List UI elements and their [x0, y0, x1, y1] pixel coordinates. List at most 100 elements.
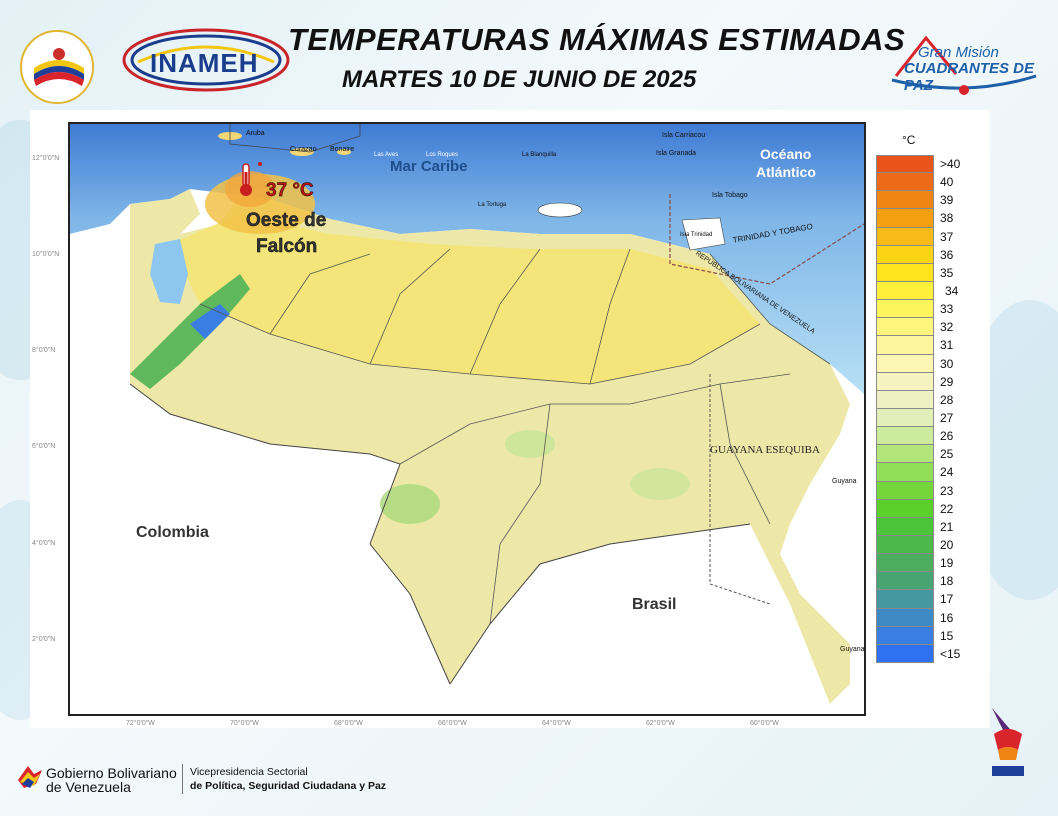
highlight-line1: Oeste de	[246, 210, 327, 231]
footer-vice-line2: de Política, Seguridad Ciudadana y Paz	[190, 780, 387, 792]
footer-divider	[182, 764, 183, 794]
lon-label: 64°0'0"W	[542, 720, 571, 727]
island-aruba: Aruba	[246, 130, 265, 137]
legend-swatch	[876, 481, 934, 500]
legend-swatch	[876, 427, 934, 446]
footer-gobierno-line2: de Venezuela	[46, 779, 131, 795]
legend-label: 35	[940, 265, 954, 280]
legend-swatch	[876, 590, 934, 609]
lat-label: 12°0'0"N	[32, 155, 60, 162]
page-date: MARTES 10 DE JUNIO DE 2025	[342, 66, 697, 93]
legend-swatch	[876, 281, 934, 301]
legend-label: 31	[940, 338, 954, 353]
legend-label: 39	[940, 193, 954, 208]
island-la-blanquilla: La Blanquilla	[522, 152, 557, 158]
island-curazao: Curazao	[290, 146, 317, 153]
legend-swatch	[876, 173, 934, 192]
legend-label: 34	[945, 283, 959, 298]
sea-label-atlantic-1: Océano	[760, 146, 812, 162]
country-guayana-esequiba: GUAYANA ESEQUIBA	[710, 444, 820, 456]
highlight-line2: Falcón	[256, 236, 318, 257]
island-trinidad: Isla Trinidad	[680, 232, 713, 238]
lon-label: 70°0'0"W	[230, 720, 259, 727]
legend-swatch	[876, 155, 934, 174]
legend-label: >40	[940, 157, 961, 171]
island-granada: Isla Granada	[656, 150, 697, 157]
map-frame: 37 °C Oeste de Falcón Mar Caribe Océano …	[68, 122, 866, 716]
temperature-map	[70, 124, 864, 714]
guyana-label-north: Guyana	[832, 478, 857, 485]
legend-label: 24	[940, 465, 954, 480]
legend-label: 22	[940, 501, 954, 516]
legend-swatch	[876, 572, 934, 591]
legend-label: 27	[940, 410, 954, 425]
gobierno-logo-icon	[18, 766, 42, 788]
legend-label: 25	[940, 447, 954, 462]
lat-label: 4°0'0"N	[32, 540, 56, 547]
lat-label: 10°0'0"N	[32, 251, 60, 258]
legend-color-bar	[876, 155, 934, 663]
lon-label: 66°0'0"W	[438, 720, 467, 727]
legend-label: 23	[940, 483, 954, 498]
legend-swatch	[876, 499, 934, 518]
legend-label: 16	[940, 610, 954, 625]
sea-label-caribbean: Mar Caribe	[390, 158, 468, 175]
legend-label: 29	[940, 374, 954, 389]
country-brasil: Brasil	[632, 596, 677, 613]
legend-swatch	[876, 209, 934, 228]
legend-label: 33	[940, 302, 954, 317]
lat-label: 2°0'0"N	[32, 636, 56, 643]
legend-unit: °C	[902, 133, 916, 147]
country-colombia: Colombia	[136, 524, 209, 541]
footer-gobierno-line1: Gobierno Bolivariano	[46, 765, 177, 781]
legend-label: 36	[940, 247, 954, 262]
lat-label: 6°0'0"N	[32, 443, 56, 450]
lat-label: 8°0'0"N	[32, 347, 56, 354]
legend-swatch	[876, 608, 934, 627]
legend-label: 18	[940, 574, 954, 589]
island-las-aves: Las Aves	[374, 152, 399, 158]
island-bonaire: Bonaire	[330, 146, 355, 153]
lon-label: 60°0'0"W	[750, 720, 779, 727]
guyana-label-south: Guyana	[840, 646, 865, 653]
legend-swatch	[876, 535, 934, 555]
bicentenario-ayacucho-logo	[992, 708, 1024, 776]
island-carriacou: Isla Carriacou	[662, 132, 706, 139]
legend-labels: >40 40 39 38 37 36 35 34 33 32 31 30 29 28 27 26 25 24 23 2…	[940, 155, 960, 663]
legend-label: 20	[940, 537, 954, 552]
legend-swatch	[876, 318, 934, 337]
ministry-logo	[20, 30, 94, 104]
legend-swatch	[876, 263, 934, 282]
legend-swatch	[876, 372, 934, 391]
legend-label: 28	[940, 392, 954, 407]
sea-label-atlantic-2: Atlántico	[756, 164, 816, 180]
legend-label: 17	[940, 592, 954, 607]
legend-swatch	[876, 245, 934, 264]
legend-swatch	[876, 408, 934, 428]
highlight-temperature: 37 °C	[266, 180, 314, 201]
legend-label: 26	[940, 429, 954, 444]
legend-swatch	[876, 227, 934, 246]
legend-swatch	[876, 336, 934, 355]
cuadrantes-line2: CUADRANTES DE PAZ	[904, 60, 1035, 94]
legend-swatch	[876, 300, 934, 319]
legend-label: 37	[940, 229, 954, 244]
legend-label: 15	[940, 628, 954, 643]
legend-swatch	[876, 191, 934, 210]
legend-swatch	[876, 554, 934, 573]
thermometer-icon	[240, 162, 262, 196]
legend-swatch	[876, 626, 934, 645]
lon-label: 62°0'0"W	[646, 720, 675, 727]
cuadrantes-de-paz-logo	[891, 35, 1037, 95]
legend-swatch	[876, 445, 934, 464]
legend-swatch	[876, 463, 934, 482]
legend-label: 21	[940, 519, 954, 534]
lon-label: 68°0'0"W	[334, 720, 363, 727]
page-title: TEMPERATURAS MÁXIMAS ESTIMADAS	[288, 22, 906, 57]
legend-swatch	[876, 517, 934, 536]
legend-swatch	[876, 390, 934, 409]
lon-label: 72°0'0"W	[126, 720, 155, 727]
island-la-tortuga: La Tortuga	[478, 202, 507, 208]
inameh-logo	[122, 28, 290, 92]
legend-swatch	[876, 354, 934, 373]
